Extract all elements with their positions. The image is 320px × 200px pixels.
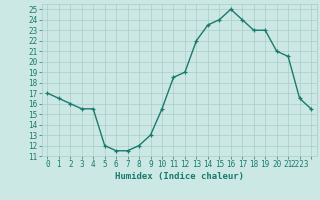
X-axis label: Humidex (Indice chaleur): Humidex (Indice chaleur) bbox=[115, 172, 244, 181]
